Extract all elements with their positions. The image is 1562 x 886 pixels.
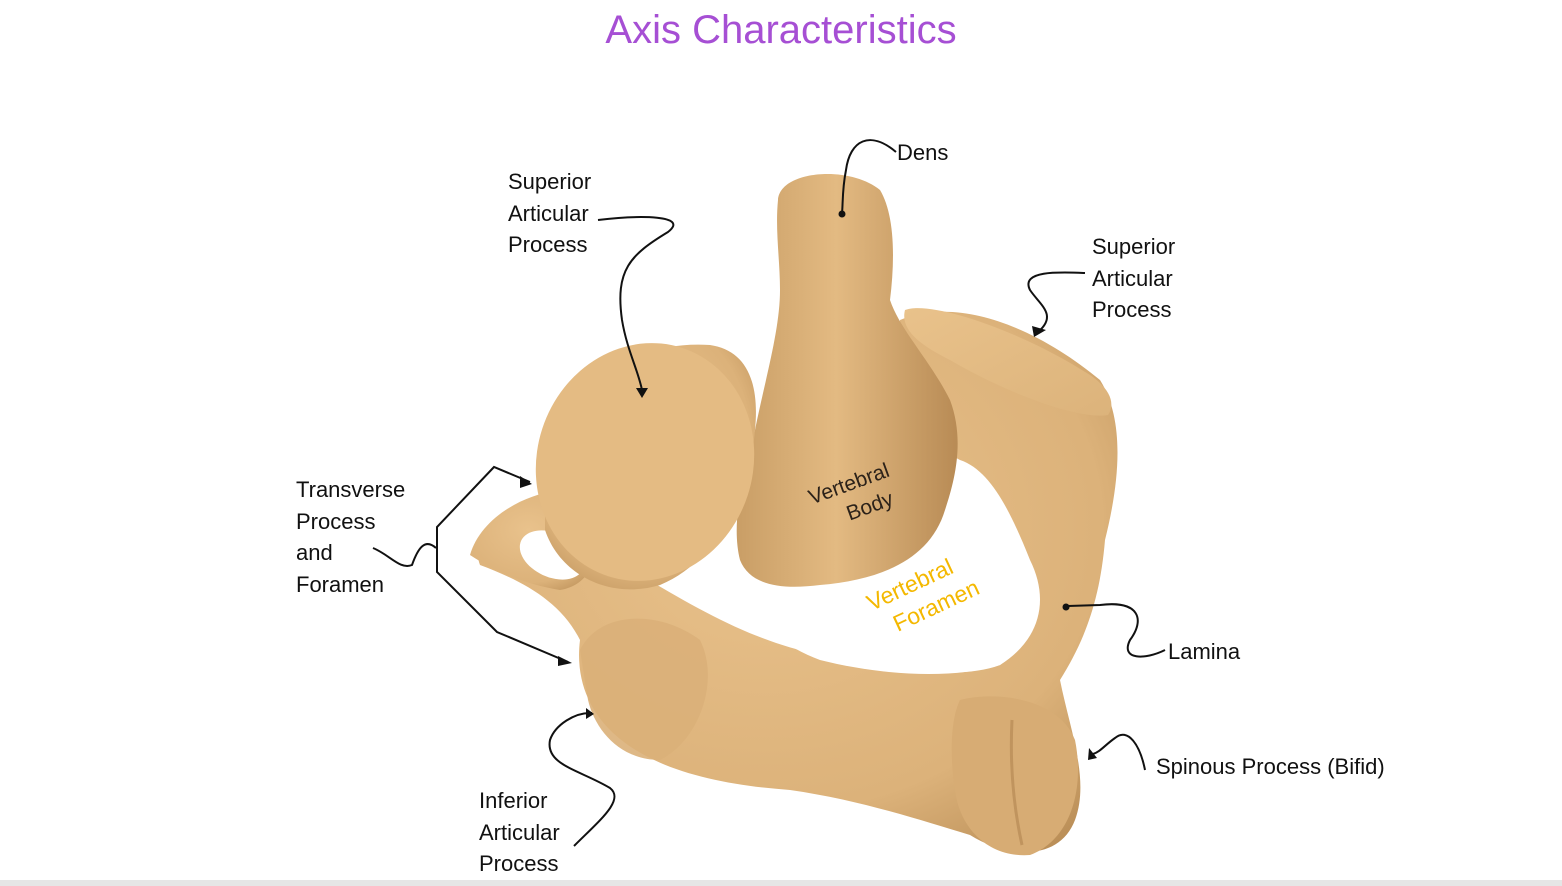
- spinous-arrowhead: [1088, 748, 1097, 760]
- superior-articular-left-line-1: Superior: [508, 169, 592, 194]
- transverse-process-label: Transverse Process and Foramen: [296, 474, 405, 600]
- spinous-cleft: [1009, 719, 1024, 846]
- superior-articular-left-leader: [597, 216, 675, 391]
- superior-articular-right-line-3: Process: [1092, 297, 1172, 322]
- dens-label: Dens: [897, 140, 949, 165]
- transverse-process-line-1: Transverse: [296, 477, 406, 502]
- lamina-label: Lamina: [1168, 639, 1241, 664]
- lamina-leader: [1067, 603, 1166, 658]
- transverse-process-line-3: and: [296, 540, 333, 565]
- transverse-bracket: [436, 465, 569, 663]
- facet-surface: [535, 343, 755, 581]
- spinous-process: [951, 696, 1078, 856]
- inferior-articular-lobe: [580, 618, 708, 760]
- superior-left-arrowhead: [636, 388, 648, 398]
- superior-articular-left-line-3: Process: [508, 232, 588, 257]
- right-superior-articular-facet: [904, 308, 1112, 416]
- superior-articular-right-label: Superior Articular Process: [1092, 231, 1175, 326]
- page-title: Axis Characteristics: [605, 8, 957, 52]
- superior-articular-right-line-2: Articular: [1092, 265, 1173, 291]
- bottom-bar: [0, 880, 1562, 886]
- superior-articular-right-line-1: Superior: [1092, 234, 1176, 259]
- transverse-process-line-2: Process: [296, 508, 376, 534]
- dens-dot: [838, 210, 846, 218]
- superior-articular-left-line-2: Articular: [508, 200, 589, 226]
- vertebral-body: [736, 173, 958, 587]
- transverse-bottom-arrowhead: [558, 656, 572, 666]
- inferior-articular-label: Inferior Articular Process: [479, 785, 560, 880]
- superior-right-arrowhead: [1032, 326, 1046, 337]
- dens-leader: [841, 139, 897, 214]
- inferior-articular-leader: [548, 711, 616, 847]
- transverse-process-line-4: Foramen: [296, 571, 385, 597]
- inferior-articular-line-3: Process: [479, 851, 559, 876]
- superior-articular-left-label: Superior Articular Process: [508, 166, 591, 261]
- transverse-leader: [372, 543, 437, 567]
- leader-arrowheads: [520, 210, 1097, 760]
- transverse-top-arrowhead: [520, 476, 532, 488]
- inferior-articular-line-2: Articular: [479, 819, 560, 845]
- inferior-articular-line-1: Inferior: [479, 788, 548, 813]
- lamina-dot: [1062, 603, 1070, 611]
- leader-lines: [372, 139, 1166, 847]
- inferior-arrowhead: [586, 708, 594, 719]
- superior-articular-right-leader: [1027, 271, 1086, 333]
- spinous-leader: [1092, 733, 1146, 771]
- spinous-process-label: Spinous Process (Bifid): [1156, 754, 1385, 779]
